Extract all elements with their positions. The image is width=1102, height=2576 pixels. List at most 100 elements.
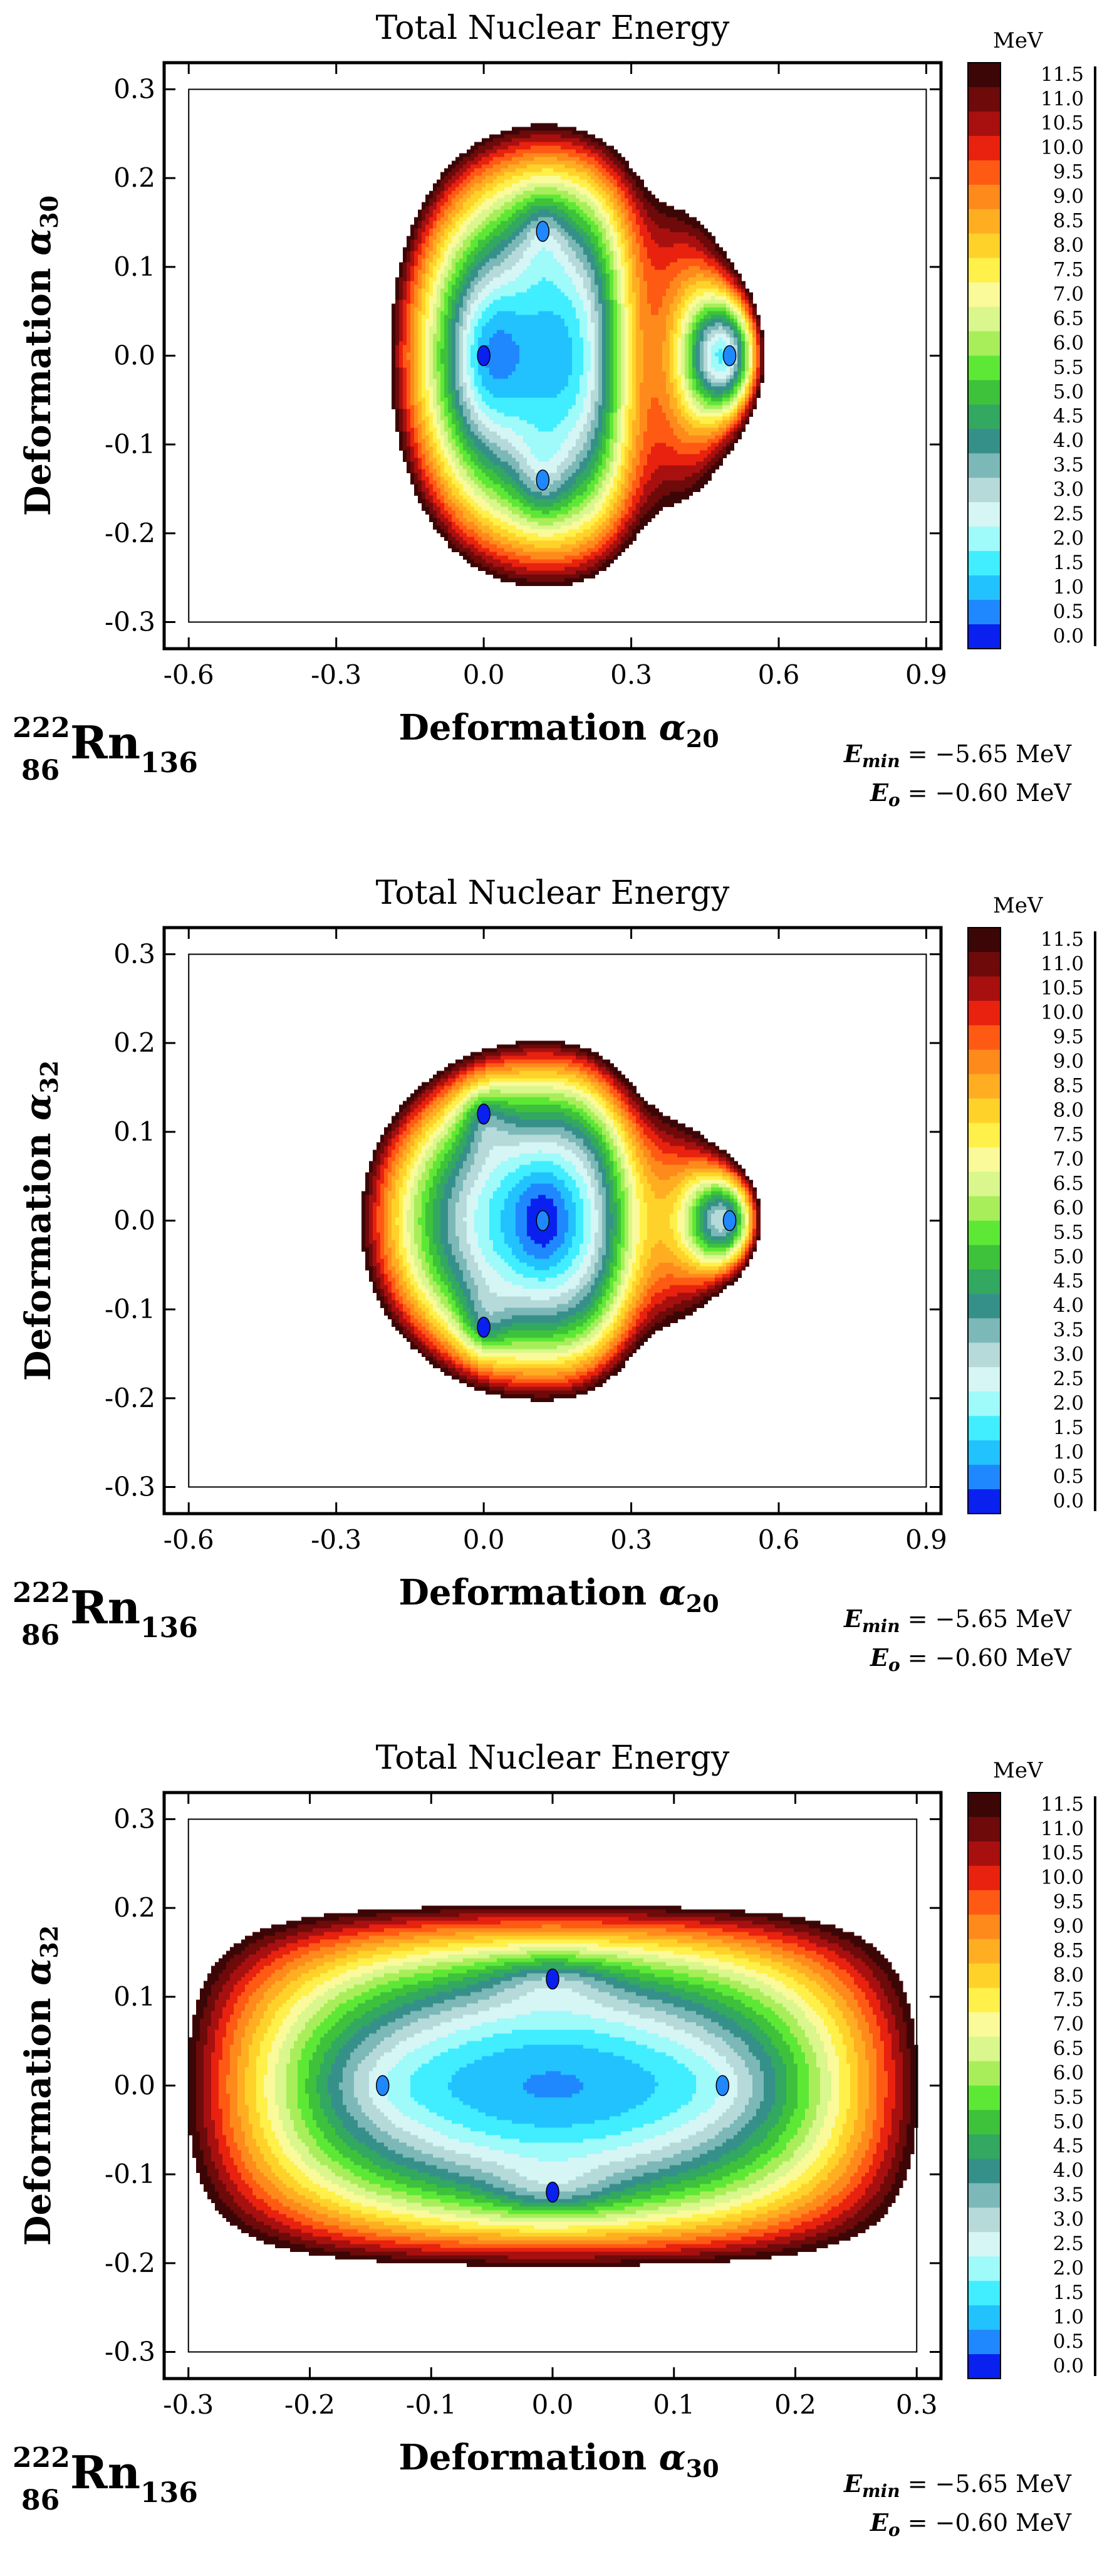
contour-cell [478, 273, 482, 278]
contour-cell [467, 364, 471, 369]
contour-cell [719, 333, 723, 338]
contour-cell [745, 318, 749, 323]
contour-cell [651, 224, 655, 229]
contour-cell [568, 179, 573, 184]
contour-cell [534, 300, 539, 305]
contour-cell [493, 187, 497, 192]
contour-cell [610, 315, 614, 320]
contour-cell [564, 303, 569, 308]
contour-cell [673, 288, 678, 293]
energy-map-panel-alpha20-alpha30: Total Nuclear Energy 0.3 0.2 0.1 0.0 -0.1 -0.2… [0, 0, 1102, 846]
contour-cell [632, 266, 637, 271]
contour-cell [681, 326, 685, 331]
contour-cell [576, 187, 580, 192]
contour-cell [689, 337, 693, 342]
contour-cell [553, 360, 558, 365]
contour-cell [455, 281, 460, 286]
contour-cell [512, 187, 516, 192]
contour-cell [632, 243, 637, 248]
contour-cell [486, 153, 490, 158]
contour-cell [722, 367, 727, 372]
contour-cell [613, 300, 618, 305]
contour-cell [501, 311, 505, 316]
contour-cell [651, 322, 655, 327]
contour-cell [523, 142, 528, 147]
contour-cell [531, 330, 535, 335]
contour-cell [602, 285, 606, 290]
contour-cell [564, 228, 569, 233]
contour-cell [598, 142, 603, 147]
contour-cell [655, 356, 659, 361]
contour-cell [628, 348, 633, 353]
contour-cell [452, 285, 456, 290]
contour-cell [625, 348, 629, 353]
contour-cell [444, 221, 449, 226]
contour-cell [557, 187, 561, 192]
contour-cell [722, 273, 727, 278]
contour-cell [621, 236, 625, 241]
contour-cell [486, 224, 490, 229]
contour-cell [715, 315, 719, 320]
contour-cell [621, 228, 625, 233]
contour-cell [632, 307, 637, 312]
contour-cell [662, 333, 667, 338]
contour-cell [429, 232, 434, 237]
contour-cell [418, 348, 422, 353]
contour-cell [636, 183, 640, 188]
contour-cell [531, 262, 535, 267]
contour-cell [516, 341, 520, 346]
contour-cell [497, 228, 501, 233]
contour-cell [576, 270, 580, 275]
contour-cell [440, 254, 445, 259]
contour-cell [531, 149, 535, 154]
contour-cell [474, 247, 479, 252]
contour-cell [553, 183, 558, 188]
contour-cell [553, 179, 558, 184]
contour-cell [564, 270, 569, 275]
contour-cell [580, 243, 584, 248]
contour-cell [516, 217, 520, 222]
contour-cell [482, 300, 486, 305]
contour-cell [591, 273, 595, 278]
contour-cell [512, 217, 516, 222]
contour-cell [422, 239, 426, 244]
contour-cell [399, 292, 403, 297]
contour-cell [655, 345, 659, 350]
contour-cell [580, 307, 584, 312]
contour-cell [572, 300, 576, 305]
contour-cell [489, 341, 494, 346]
contour-cell [467, 213, 471, 218]
contour-cell [610, 251, 614, 256]
contour-cell [482, 307, 486, 312]
contour-cell [538, 247, 543, 252]
contour-cell [549, 134, 554, 139]
contour-cell [741, 345, 746, 350]
contour-cell [651, 303, 655, 308]
contour-cell [553, 273, 558, 278]
contour-cell [595, 254, 599, 259]
contour-cell [549, 273, 554, 278]
contour-cell [549, 172, 554, 177]
contour-cell [587, 356, 591, 361]
contour-cell [519, 217, 524, 222]
contour-cell [643, 345, 648, 350]
contour-cell [632, 224, 637, 229]
contour-cell [583, 345, 588, 350]
contour-cell [673, 251, 678, 256]
contour-cell [681, 318, 685, 323]
contour-cell [489, 254, 494, 259]
contour-cell [433, 202, 437, 207]
contour-cell [455, 187, 460, 192]
contour-cell [523, 239, 528, 244]
contour-cell [745, 296, 749, 301]
contour-cell [617, 251, 621, 256]
contour-cell [470, 232, 475, 237]
contour-cell [531, 360, 535, 365]
contour-cell [437, 341, 441, 346]
contour-cell [512, 224, 516, 229]
contour-cell [598, 251, 603, 256]
contour-cell [564, 326, 569, 331]
contour-cell [474, 254, 479, 259]
contour-cell [576, 315, 580, 320]
contour-cell [433, 224, 437, 229]
